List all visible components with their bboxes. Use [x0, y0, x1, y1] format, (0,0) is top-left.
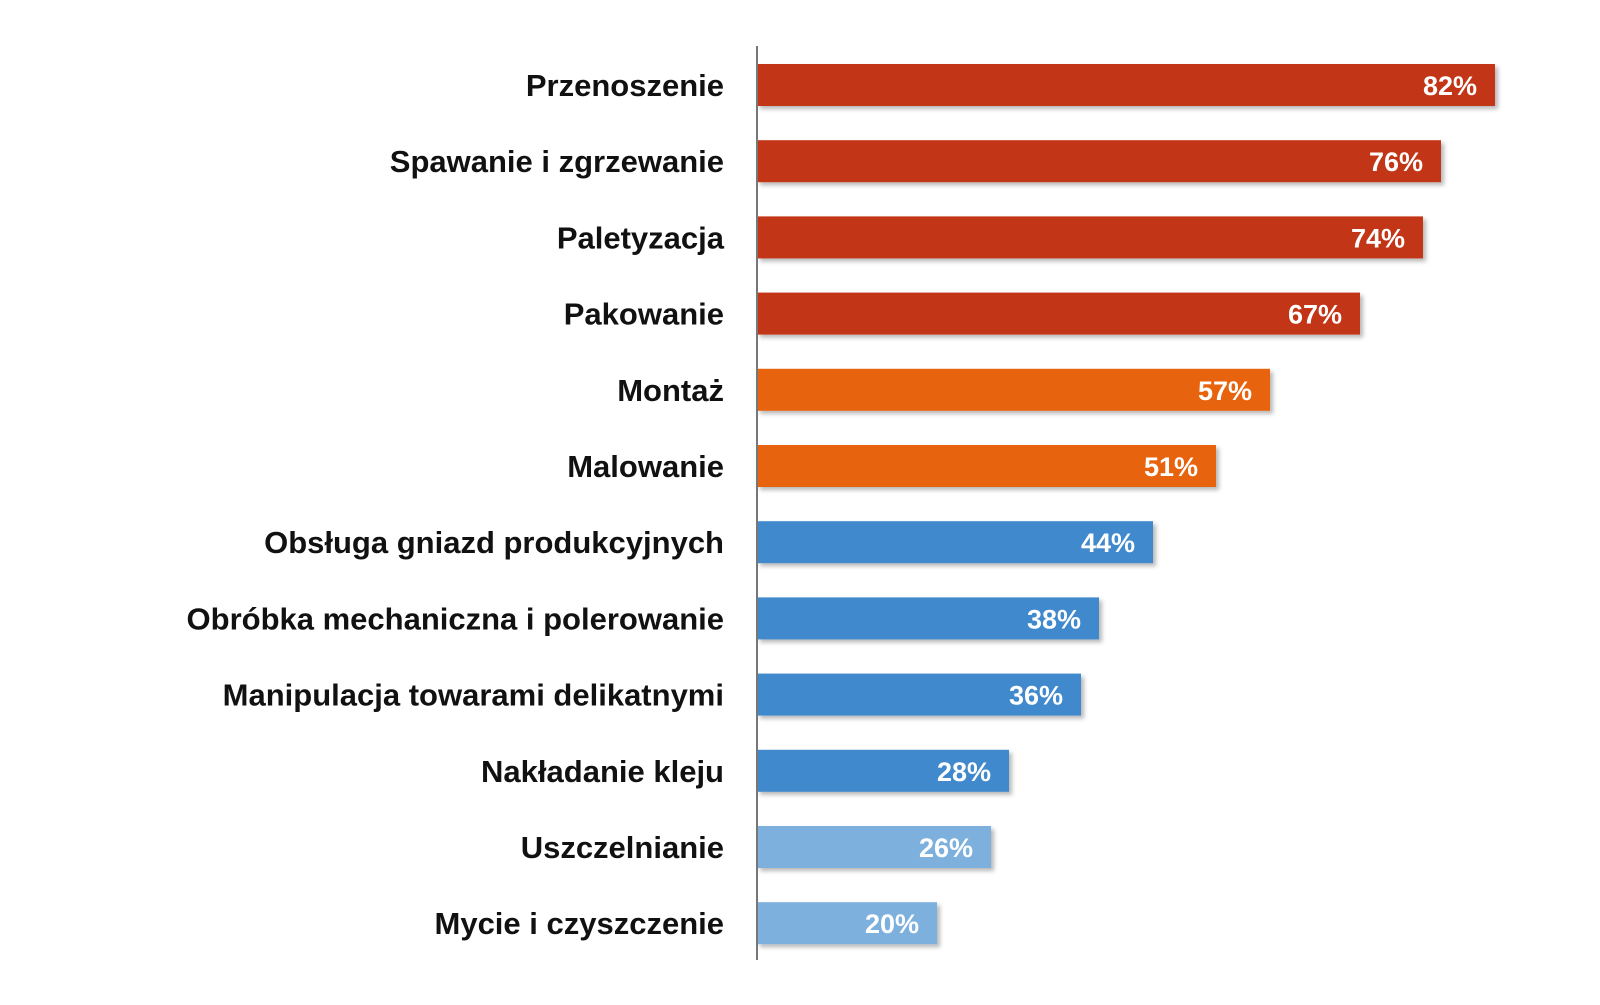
- category-label: Spawanie i zgrzewanie: [390, 144, 724, 179]
- bar: [757, 140, 1441, 183]
- category-label: Uszczelnianie: [521, 830, 724, 865]
- category-label: Nakładanie kleju: [481, 754, 724, 789]
- bar-value-label: 57%: [1198, 376, 1252, 406]
- bars-layer: 82% 76% 74% 67% 57% 51% 44% 38% 36% 28% 26% 20%: [757, 64, 1495, 945]
- category-label: Pakowanie: [564, 297, 724, 332]
- bar-value-label: 74%: [1351, 223, 1405, 253]
- bar: [757, 673, 1081, 716]
- bar: [757, 902, 937, 945]
- bar: [757, 368, 1270, 411]
- bar-value-label: 26%: [919, 833, 973, 863]
- bar-value-label: 38%: [1027, 604, 1081, 634]
- category-label: Obsługa gniazd produkcyjnych: [264, 525, 724, 560]
- category-label: Malowanie: [567, 449, 724, 484]
- category-label: Manipulacja towarami delikatnymi: [223, 678, 724, 713]
- category-label: Paletyzacja: [557, 220, 725, 255]
- bar: [757, 445, 1216, 487]
- bar: [757, 597, 1099, 640]
- category-label: Przenoszenie: [526, 68, 724, 103]
- category-labels: Przenoszenie Spawanie i zgrzewanie Paletyz…: [187, 68, 725, 941]
- bar: [757, 521, 1153, 564]
- category-label: Mycie i czyszczenie: [435, 906, 725, 941]
- category-label: Montaż: [617, 373, 724, 408]
- bar: [757, 826, 991, 868]
- bar-value-label: 82%: [1423, 71, 1477, 101]
- bar: [757, 216, 1423, 259]
- bar: [757, 292, 1360, 335]
- bar-value-label: 36%: [1009, 681, 1063, 711]
- bar-value-label: 67%: [1288, 300, 1342, 330]
- bar-value-label: 28%: [937, 757, 991, 787]
- bar-value-label: 20%: [865, 909, 919, 939]
- category-label: Obróbka mechaniczna i polerowanie: [187, 601, 724, 636]
- bar: [757, 749, 1009, 792]
- bar-value-label: 51%: [1144, 452, 1198, 482]
- bar: [757, 64, 1495, 106]
- bar-value-label: 76%: [1369, 147, 1423, 177]
- bar-value-label: 44%: [1081, 528, 1135, 558]
